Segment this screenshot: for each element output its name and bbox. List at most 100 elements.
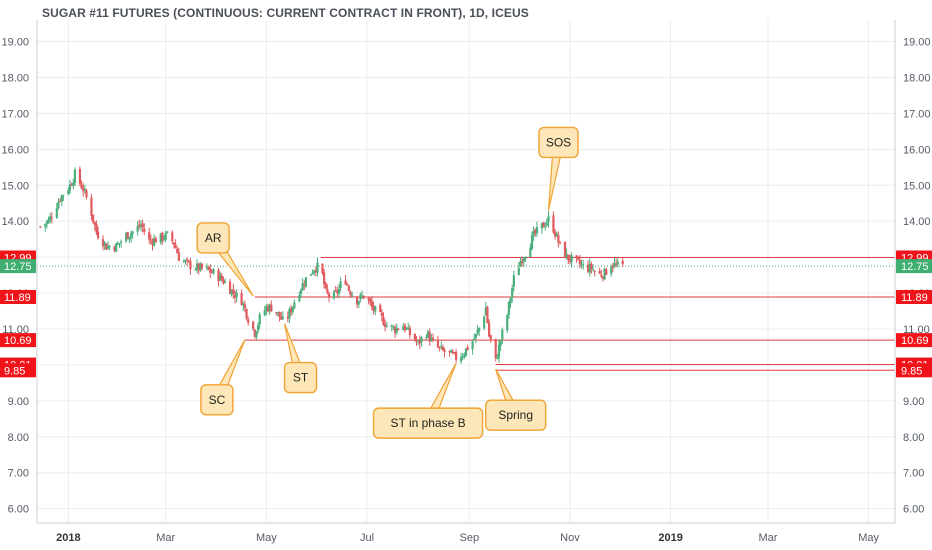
candle-body	[453, 352, 456, 354]
callout-fill	[375, 409, 482, 437]
candle-body	[95, 223, 98, 233]
candle-body	[575, 255, 578, 258]
candle-body	[417, 340, 420, 342]
candle-body	[567, 254, 570, 261]
candle-body	[392, 326, 395, 328]
candle-body	[443, 350, 446, 353]
candle-body	[321, 263, 324, 274]
candle-body	[613, 263, 616, 267]
candle-body	[73, 169, 77, 184]
level-badge-text: 10.69	[901, 335, 929, 347]
candle-body	[101, 239, 105, 247]
candle-body	[222, 279, 225, 284]
candle-body	[281, 316, 284, 319]
candle-body	[72, 182, 75, 186]
candle-body	[362, 295, 365, 299]
candle-body	[357, 300, 360, 305]
candle-body	[255, 331, 258, 338]
candle-body	[598, 271, 601, 274]
candle-body	[403, 325, 407, 331]
candle-body	[232, 289, 235, 294]
candle-body	[347, 285, 350, 291]
candle-body	[55, 208, 58, 218]
candle-body	[118, 242, 121, 244]
candle-body	[621, 260, 624, 265]
candle-body	[415, 340, 418, 342]
candle-body	[149, 239, 152, 241]
last-price-badge-text: 12.75	[4, 261, 32, 273]
candle-body	[565, 253, 568, 259]
candle-body	[210, 271, 213, 273]
candle-body	[349, 291, 352, 296]
candle-body	[313, 270, 316, 273]
candle-body	[159, 233, 162, 243]
candle-body	[126, 232, 129, 239]
candle-body	[393, 327, 397, 333]
candle-body	[420, 337, 423, 343]
candle-body	[483, 316, 486, 329]
candle-body	[545, 222, 548, 226]
candle-body	[425, 337, 428, 339]
candle-body	[62, 195, 65, 197]
candle-body	[471, 340, 474, 350]
candle-body	[408, 328, 411, 336]
candle-body	[615, 263, 618, 265]
level-badge-text: 9.85	[4, 365, 25, 377]
callout-label: ST in phase B	[391, 416, 466, 430]
candle-body	[568, 259, 572, 262]
candle-body	[129, 233, 133, 238]
candle-body	[235, 292, 238, 298]
candle-body	[164, 232, 167, 240]
callout-label: SOS	[546, 135, 571, 149]
x-tick-label: Sep	[460, 532, 480, 544]
candle-body	[311, 272, 314, 275]
y-tick-label-right: 14.00	[903, 216, 931, 228]
candle-body	[257, 324, 260, 331]
level-badge-text: 9.85	[901, 365, 922, 377]
y-tick-label-right: 9.00	[903, 396, 924, 408]
wyckoff-annotations: AR SC ST ST in phase B Spring SOS	[196, 126, 579, 439]
callout-label: ST	[293, 371, 309, 385]
callout-st: ST	[283, 323, 318, 394]
candle-body	[535, 227, 539, 234]
candle-body	[440, 346, 443, 348]
candle-body	[356, 296, 359, 305]
candle-body	[448, 350, 451, 352]
candle-body	[478, 327, 481, 332]
candle-body	[407, 327, 410, 330]
candle-body	[230, 289, 233, 295]
candle-body	[337, 288, 341, 294]
callout-sc: SC	[200, 339, 246, 416]
candle-body	[346, 284, 349, 286]
level-badge-bg	[896, 363, 932, 378]
candle-body	[438, 346, 441, 348]
callout-fill	[202, 386, 232, 414]
candle-body	[57, 201, 60, 209]
candle-body	[245, 308, 248, 319]
candle-body	[200, 263, 204, 269]
candle-body	[370, 301, 374, 307]
candle-body	[212, 269, 215, 274]
x-tick-label: Nov	[560, 532, 580, 544]
callout-fill	[540, 128, 577, 156]
candle-body	[511, 287, 514, 298]
candle-body	[494, 338, 497, 358]
y-tick-label-left: 14.00	[1, 216, 29, 228]
candle-body	[154, 238, 157, 243]
level-badge-text: 10.69	[4, 335, 32, 347]
candle-body	[534, 229, 537, 234]
level-badge-bg	[896, 333, 932, 348]
candle-body	[323, 272, 326, 285]
candle-body	[390, 325, 393, 327]
candle-body	[542, 222, 545, 228]
candle-body	[382, 316, 385, 326]
candle-body	[506, 315, 509, 331]
candle-body	[450, 350, 453, 353]
candle-body	[115, 243, 118, 252]
candle-body	[276, 311, 279, 314]
y-tick-label-right: 17.00	[903, 108, 931, 120]
price-axes: 6.006.007.007.008.008.009.009.0010.0010.…	[1, 20, 931, 523]
y-tick-label-left: 18.00	[1, 72, 29, 84]
candle-body	[113, 246, 116, 251]
